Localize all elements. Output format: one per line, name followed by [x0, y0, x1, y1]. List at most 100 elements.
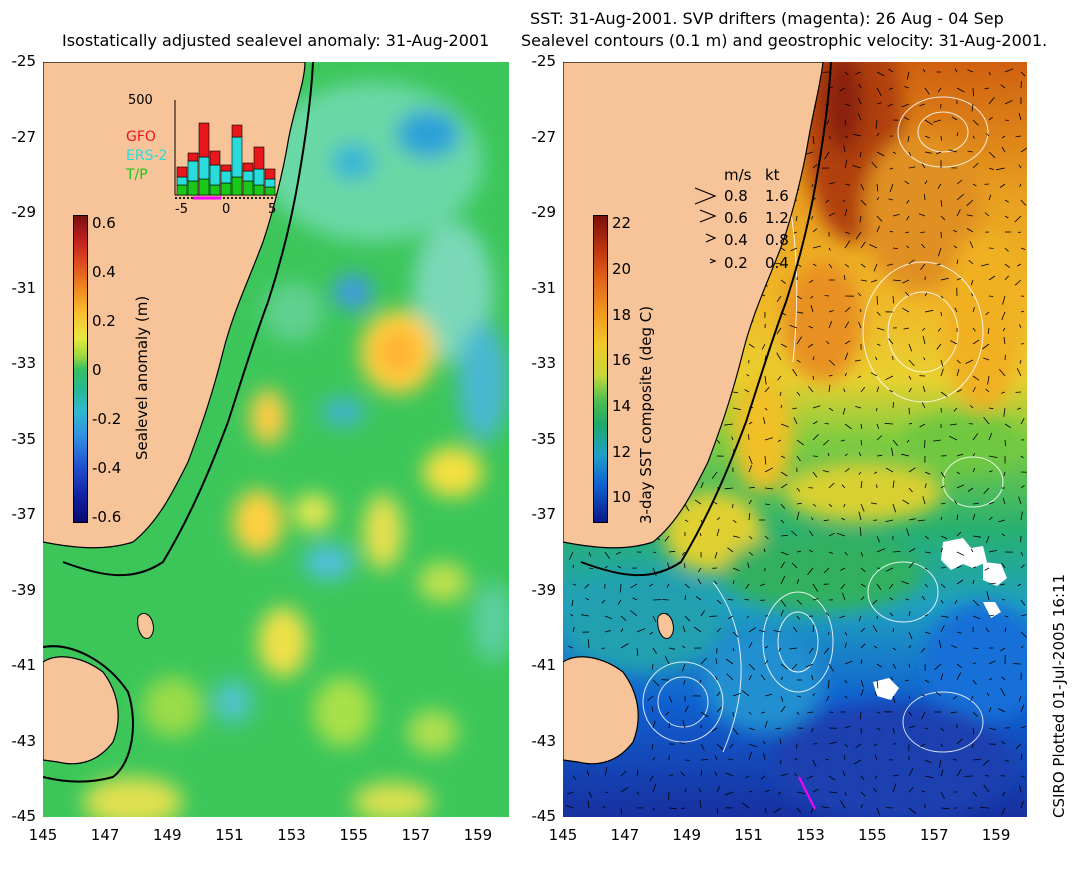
- velocity-arrow: [748, 513, 751, 521]
- velocity-arrow: [953, 407, 958, 412]
- velocity-arrow: [828, 375, 833, 377]
- mainland-australia-right: [563, 62, 824, 549]
- velocity-arrow: [759, 583, 766, 587]
- histogram-bar-segment: [209, 164, 221, 186]
- velocity-arrow: [921, 711, 926, 720]
- velocity-arrow: [791, 530, 798, 537]
- velocity-arrow: [876, 423, 880, 429]
- velocity-arrow: [949, 435, 958, 441]
- velocity-arrow: [844, 231, 851, 234]
- velocity-arrow: [762, 417, 766, 425]
- velocity-arrow: [872, 599, 878, 605]
- sealevel-anomaly-map-svg: [43, 62, 509, 817]
- velocity-arrow: [780, 676, 784, 681]
- velocity-arrow: [684, 503, 690, 512]
- latitude-tick-label: -45: [11, 807, 37, 825]
- velocity-arrow: [885, 519, 894, 522]
- velocity-arrow: [713, 501, 718, 505]
- velocity-arrow: [932, 119, 942, 123]
- velocity-arrow: [971, 103, 974, 112]
- velocity-legend-kt: 0.8: [765, 231, 789, 249]
- velocity-arrow: [681, 551, 686, 556]
- velocity-arrow: [950, 711, 958, 714]
- velocity-arrow: [602, 805, 606, 809]
- histogram-bar-segment: [176, 184, 188, 196]
- velocity-arrow: [604, 791, 609, 794]
- velocity-arrow: [937, 87, 942, 93]
- velocity-arrow: [1020, 631, 1027, 638]
- velocity-arrow: [951, 644, 958, 649]
- velocity-arrow: [587, 639, 590, 649]
- velocity-arrow: [572, 583, 577, 586]
- velocity-arrow: [1001, 135, 1006, 139]
- velocity-arrow: [780, 610, 784, 617]
- velocity-arrow: [908, 725, 916, 729]
- velocity-arrow: [1001, 676, 1006, 681]
- sealevel-cb-tick: 0.6: [92, 214, 116, 232]
- velocity-arrow: [700, 743, 705, 751]
- velocity-arrow: [601, 647, 606, 649]
- velocity-arrow: [700, 759, 709, 761]
- velocity-arrow: [873, 263, 878, 272]
- velocity-arrow: [892, 151, 897, 155]
- velocity-arrow: [1020, 310, 1025, 313]
- velocity-arrow: [940, 277, 949, 281]
- velocity-arrow: [812, 405, 821, 409]
- velocity-arrow: [924, 180, 928, 185]
- velocity-arrow: [988, 470, 993, 473]
- velocity-arrow: [780, 423, 789, 428]
- histogram-bar-segment: [176, 166, 188, 178]
- latitude-tick-label: -35: [11, 429, 37, 448]
- velocity-arrow: [812, 356, 815, 361]
- velocity-arrow: [780, 483, 788, 489]
- velocity-arrow: [844, 208, 848, 217]
- velocity-arrow: [921, 694, 926, 697]
- velocity-arrow: [935, 691, 942, 697]
- velocity-arrow: [920, 231, 926, 233]
- longitude-tick-label: 155: [339, 826, 368, 844]
- velocity-arrow: [970, 548, 974, 553]
- histogram-bar-segment: [176, 176, 188, 186]
- velocity-arrow: [892, 279, 901, 282]
- velocity-arrow: [892, 783, 897, 793]
- velocity-arrow: [948, 149, 958, 153]
- velocity-arrow: [956, 551, 964, 556]
- velocity-arrow: [630, 610, 638, 617]
- velocity-arrow: [858, 83, 862, 89]
- velocity-arrow: [869, 244, 878, 249]
- velocity-arrow: [1002, 327, 1006, 332]
- latitude-tick-label: -37: [11, 505, 37, 523]
- velocity-arrow: [972, 599, 980, 607]
- velocity-arrow: [1000, 688, 1006, 697]
- velocity-arrow: [940, 199, 943, 207]
- velocity-arrow: [970, 279, 974, 286]
- latitude-tick-label: -31: [531, 278, 557, 297]
- velocity-arrow: [700, 610, 705, 617]
- velocity-arrow: [828, 791, 837, 793]
- velocity-arrow: [711, 471, 718, 479]
- velocity-arrow: [715, 675, 718, 681]
- velocity-arrow: [860, 199, 867, 206]
- velocity-arrow: [844, 467, 850, 473]
- velocity-arrow: [812, 503, 817, 507]
- velocity-arrow: [1004, 215, 1009, 219]
- velocity-arrow: [731, 436, 734, 441]
- shelf-contour-left: [62, 62, 314, 577]
- velocity-arrow: [860, 567, 866, 573]
- velocity-arrow: [921, 163, 926, 169]
- velocity-arrow: [1004, 263, 1010, 269]
- velocity-arrow: [972, 647, 979, 650]
- velocity-arrow: [791, 562, 798, 569]
- velocity-arrow: [901, 103, 910, 108]
- velocity-arrow: [776, 352, 782, 361]
- sst-map-svg: [563, 62, 1027, 817]
- velocity-arrow: [873, 788, 878, 793]
- velocity-arrow: [789, 324, 798, 329]
- velocity-arrow: [805, 663, 814, 668]
- velocity-arrow: [979, 807, 990, 809]
- velocity-arrow: [1003, 336, 1006, 345]
- velocity-arrow: [860, 439, 863, 446]
- velocity-arrow: [843, 503, 846, 508]
- velocity-arrow: [1001, 791, 1006, 797]
- velocity-arrow: [892, 480, 895, 489]
